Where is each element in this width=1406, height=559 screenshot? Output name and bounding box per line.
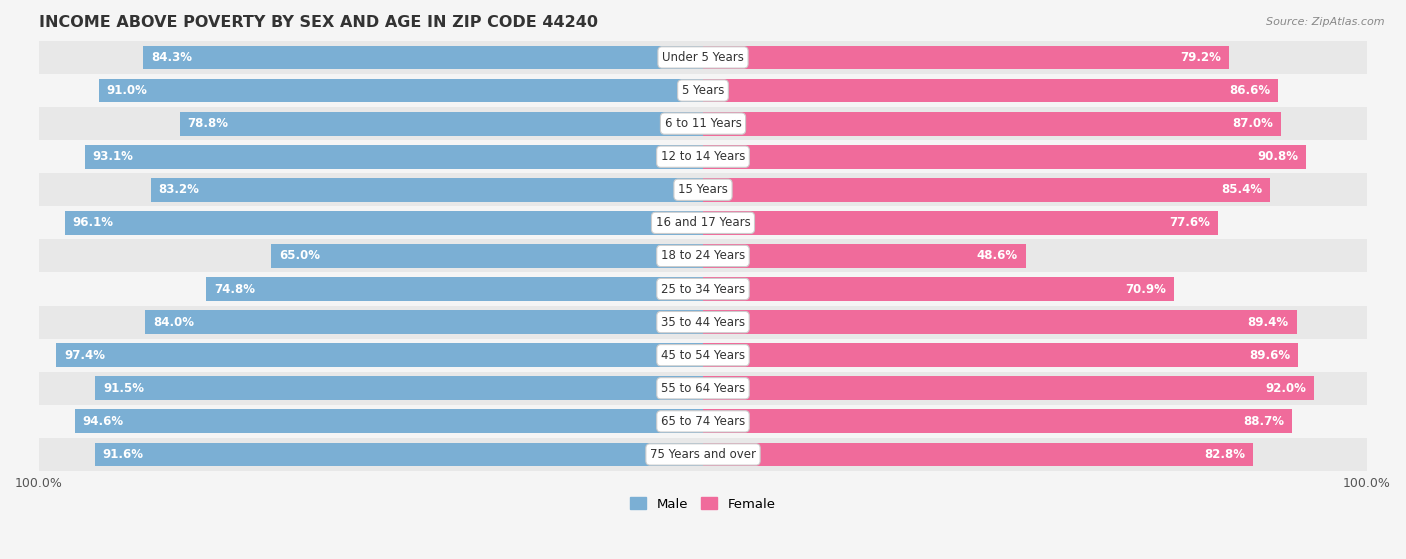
Text: 77.6%: 77.6%: [1170, 216, 1211, 229]
Text: 12 to 14 Years: 12 to 14 Years: [661, 150, 745, 163]
Text: 91.5%: 91.5%: [104, 382, 145, 395]
Legend: Male, Female: Male, Female: [626, 492, 780, 516]
Bar: [703, 79, 1278, 102]
Text: 15 Years: 15 Years: [678, 183, 728, 196]
Text: 70.9%: 70.9%: [1125, 282, 1166, 296]
Text: 97.4%: 97.4%: [65, 349, 105, 362]
Bar: [39, 272, 1367, 306]
Bar: [703, 145, 1306, 169]
Text: 96.1%: 96.1%: [73, 216, 114, 229]
Bar: [39, 41, 1367, 74]
Bar: [150, 178, 703, 202]
Text: 92.0%: 92.0%: [1265, 382, 1306, 395]
Text: 78.8%: 78.8%: [187, 117, 229, 130]
Bar: [39, 107, 1367, 140]
Bar: [703, 343, 1298, 367]
Bar: [39, 339, 1367, 372]
Text: 87.0%: 87.0%: [1232, 117, 1272, 130]
Text: Under 5 Years: Under 5 Years: [662, 51, 744, 64]
Text: 25 to 34 Years: 25 to 34 Years: [661, 282, 745, 296]
Text: 91.6%: 91.6%: [103, 448, 143, 461]
Bar: [271, 244, 703, 268]
Bar: [703, 277, 1174, 301]
Text: 85.4%: 85.4%: [1220, 183, 1263, 196]
Bar: [39, 173, 1367, 206]
Text: Source: ZipAtlas.com: Source: ZipAtlas.com: [1267, 17, 1385, 27]
Bar: [65, 211, 703, 235]
Bar: [703, 45, 1229, 69]
Bar: [39, 239, 1367, 272]
Bar: [39, 306, 1367, 339]
Bar: [39, 74, 1367, 107]
Bar: [39, 438, 1367, 471]
Bar: [703, 376, 1315, 400]
Text: 75 Years and over: 75 Years and over: [650, 448, 756, 461]
Bar: [703, 409, 1292, 433]
Bar: [143, 45, 703, 69]
Bar: [39, 405, 1367, 438]
Text: 65.0%: 65.0%: [280, 249, 321, 262]
Text: 18 to 24 Years: 18 to 24 Years: [661, 249, 745, 262]
Text: 48.6%: 48.6%: [977, 249, 1018, 262]
Text: 86.6%: 86.6%: [1229, 84, 1270, 97]
Bar: [703, 310, 1296, 334]
Text: 16 and 17 Years: 16 and 17 Years: [655, 216, 751, 229]
Bar: [96, 376, 703, 400]
Bar: [703, 443, 1253, 466]
Text: 6 to 11 Years: 6 to 11 Years: [665, 117, 741, 130]
Text: 5 Years: 5 Years: [682, 84, 724, 97]
Bar: [84, 145, 703, 169]
Text: 89.4%: 89.4%: [1247, 316, 1289, 329]
Bar: [39, 372, 1367, 405]
Bar: [94, 443, 703, 466]
Text: 91.0%: 91.0%: [107, 84, 148, 97]
Bar: [703, 112, 1281, 135]
Text: 83.2%: 83.2%: [159, 183, 200, 196]
Bar: [75, 409, 703, 433]
Text: 82.8%: 82.8%: [1204, 448, 1244, 461]
Text: 79.2%: 79.2%: [1180, 51, 1220, 64]
Bar: [56, 343, 703, 367]
Bar: [703, 178, 1270, 202]
Text: 90.8%: 90.8%: [1257, 150, 1298, 163]
Bar: [98, 79, 703, 102]
Bar: [180, 112, 703, 135]
Bar: [703, 211, 1219, 235]
Text: 94.6%: 94.6%: [83, 415, 124, 428]
Text: 45 to 54 Years: 45 to 54 Years: [661, 349, 745, 362]
Text: INCOME ABOVE POVERTY BY SEX AND AGE IN ZIP CODE 44240: INCOME ABOVE POVERTY BY SEX AND AGE IN Z…: [39, 15, 598, 30]
Bar: [145, 310, 703, 334]
Bar: [207, 277, 703, 301]
Text: 93.1%: 93.1%: [93, 150, 134, 163]
Text: 35 to 44 Years: 35 to 44 Years: [661, 316, 745, 329]
Text: 88.7%: 88.7%: [1243, 415, 1284, 428]
Text: 84.3%: 84.3%: [152, 51, 193, 64]
Bar: [39, 140, 1367, 173]
Text: 74.8%: 74.8%: [214, 282, 256, 296]
Bar: [703, 244, 1026, 268]
Text: 65 to 74 Years: 65 to 74 Years: [661, 415, 745, 428]
Bar: [39, 206, 1367, 239]
Text: 84.0%: 84.0%: [153, 316, 194, 329]
Text: 89.6%: 89.6%: [1249, 349, 1291, 362]
Text: 55 to 64 Years: 55 to 64 Years: [661, 382, 745, 395]
